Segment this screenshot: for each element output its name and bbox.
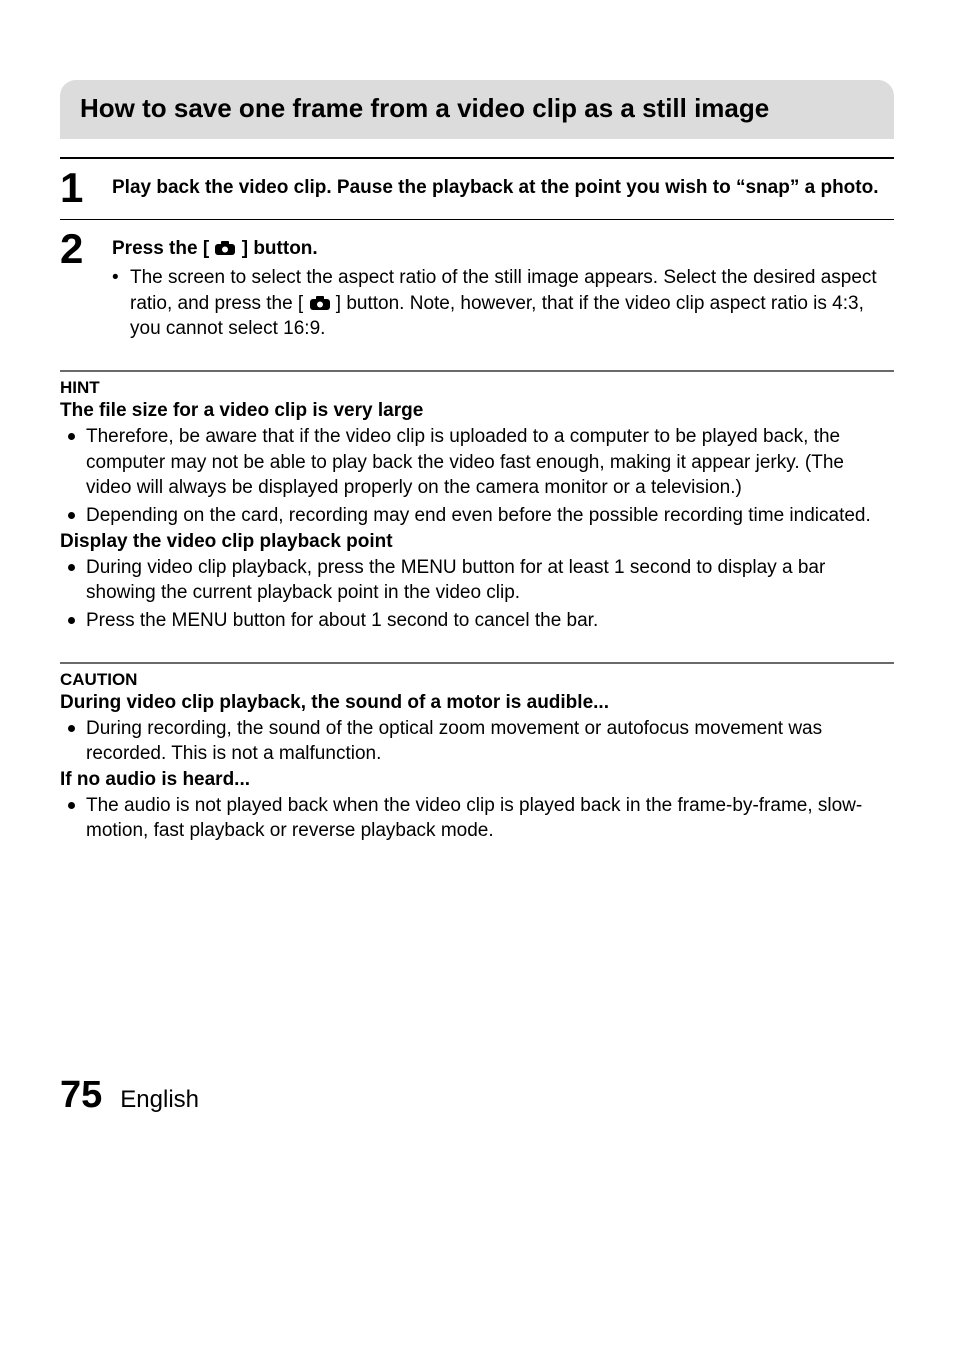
camera-icon (309, 295, 331, 311)
step-title: Play back the video clip. Pause the play… (112, 175, 894, 201)
step-2: 2 Press the [ ] button. • The screen to … (60, 226, 894, 343)
list-item: Therefore, be aware that if the video cl… (68, 424, 894, 501)
camera-icon (214, 240, 236, 256)
step-sub: • The screen to select the aspect ratio … (112, 265, 894, 342)
hint-heading: Display the video clip playback point (60, 531, 894, 553)
page-footer: 75 English (60, 1074, 894, 1117)
rule-caution (60, 662, 894, 664)
hint-label: HINT (60, 378, 894, 398)
caution-label: CAUTION (60, 670, 894, 690)
step-title-before: Press the [ (112, 238, 214, 259)
hint-heading: The file size for a video clip is very l… (60, 400, 894, 422)
caution-heading: During video clip playback, the sound of… (60, 692, 894, 714)
step-title: Press the [ ] button. (112, 236, 894, 262)
caution-list: During recording, the sound of the optic… (68, 716, 894, 767)
step-1: 1 Play back the video clip. Pause the pl… (60, 165, 894, 209)
list-item: The audio is not played back when the vi… (68, 793, 894, 844)
list-item: Depending on the card, recording may end… (68, 503, 894, 529)
step-body: Press the [ ] button. • The screen to se… (112, 226, 894, 343)
step-body: Play back the video clip. Pause the play… (112, 165, 894, 201)
step-number: 2 (60, 226, 112, 270)
rule-top (60, 157, 894, 159)
hint-list: Therefore, be aware that if the video cl… (68, 424, 894, 529)
section-title: How to save one frame from a video clip … (80, 93, 769, 123)
list-item: Press the MENU button for about 1 second… (68, 608, 894, 634)
list-item: During video clip playback, press the ME… (68, 555, 894, 606)
bullet-dot: • (112, 265, 130, 342)
caution-heading: If no audio is heard... (60, 769, 894, 791)
list-item: During recording, the sound of the optic… (68, 716, 894, 767)
step-sub-text: The screen to select the aspect ratio of… (130, 265, 894, 342)
section-header: How to save one frame from a video clip … (60, 80, 894, 139)
page-language: English (120, 1086, 199, 1114)
step-number: 1 (60, 165, 112, 209)
caution-list: The audio is not played back when the vi… (68, 793, 894, 844)
rule-hint (60, 370, 894, 372)
step-title-after: ] button. (236, 238, 317, 259)
hint-list: During video clip playback, press the ME… (68, 555, 894, 634)
page-number: 75 (60, 1074, 102, 1117)
rule-step (60, 219, 894, 220)
